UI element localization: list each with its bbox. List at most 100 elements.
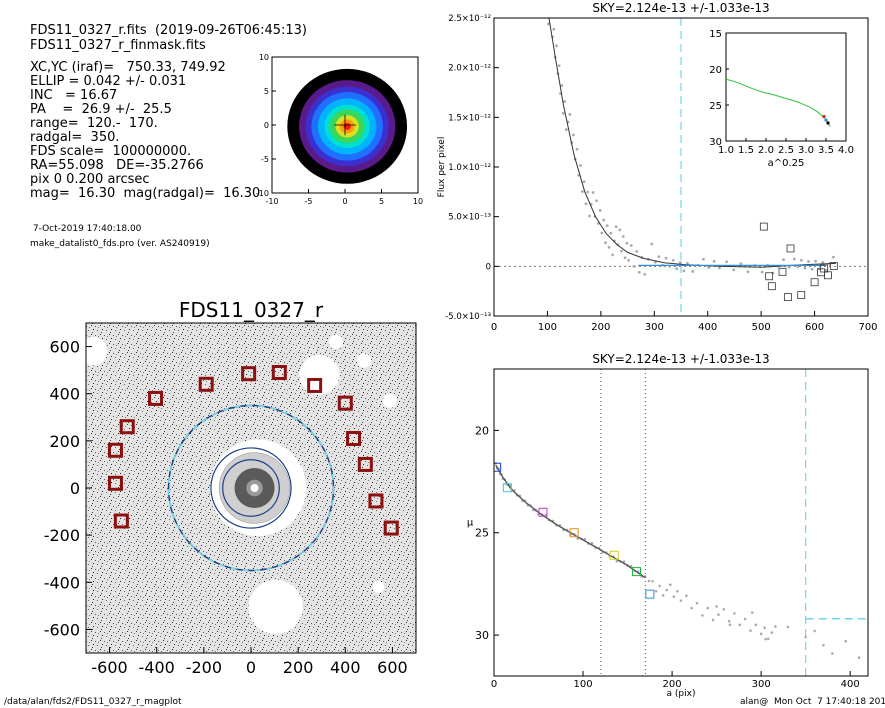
radgal-circle-dashed [167, 404, 335, 572]
flux-point [678, 261, 682, 264]
x-tick-label: 0 [491, 322, 497, 333]
y-tick-label: 200 [49, 432, 80, 451]
flux-point [618, 228, 622, 232]
y-tick-label: 30 [475, 629, 489, 642]
flux-point [691, 270, 695, 273]
x-tick-label: 200 [283, 658, 314, 677]
flux-point [718, 266, 721, 270]
flux-point [650, 242, 654, 246]
flux-ylabel: Flux per pixel [437, 137, 447, 198]
param-pix: pix 0 0.200 arcsec [30, 172, 150, 187]
mu-point [844, 639, 848, 643]
mu-point [651, 579, 654, 583]
flux-point [675, 267, 679, 271]
mu-point [679, 599, 683, 602]
y-tick-label: 20 [475, 424, 489, 437]
sky-box [107, 475, 123, 491]
mu-point [615, 559, 619, 563]
flux-point [598, 208, 602, 212]
y-tick-label: 30 [709, 137, 722, 148]
mu-point [759, 632, 763, 636]
mu-xlabel: a (pix) [667, 689, 696, 699]
masked-region [328, 334, 343, 349]
sky-box-point [824, 271, 832, 280]
x-tick-label: -5 [305, 197, 313, 206]
flux-point [796, 265, 800, 269]
x-tick-label: 100 [574, 679, 593, 690]
mu-point [728, 623, 732, 627]
y-tick-label: 20 [709, 65, 722, 76]
contour-panel: -10 -5 0 5 10 -10 -5 0 5 10 [256, 53, 423, 206]
y-tick-label: 0 [70, 479, 80, 498]
inset-xlabel: a^0.25 [768, 158, 805, 169]
range-circle [222, 459, 280, 517]
flux-point [803, 266, 807, 270]
contour-fills [287, 68, 408, 184]
sky-box [271, 365, 287, 380]
run-date: 7-Oct-2019 17:40:18.00 [30, 224, 142, 234]
flux-profile-line [548, 18, 836, 268]
parameter-list: XC,YC (iraf)= 750.33, 749.92 ELLIP = 0.0… [30, 61, 260, 201]
flux-point [575, 147, 579, 151]
x-tick-label: 400 [841, 679, 860, 690]
flux-point [725, 260, 728, 264]
y-tick-label: 5.0×10⁻¹³ [448, 213, 491, 223]
x-tick-label: 600 [805, 322, 824, 333]
x-tick-label: 200 [663, 679, 682, 690]
inset-panel: 1.0 1.5 2.0 2.5 3.0 3.5 4.0 15 20 25 30 a^0.25 [709, 29, 854, 169]
x-tick-label: -600 [91, 658, 127, 677]
flux-point [664, 256, 668, 260]
inset-frame [725, 32, 847, 142]
flux-point [657, 255, 661, 258]
galaxy-image-panel: FDS11_0327_r -600 -400 -200 0 200 400 600 -600 -4… [44, 298, 417, 677]
y-tick-label: -600 [44, 620, 80, 639]
flux-point [609, 231, 613, 235]
mu-point [658, 584, 661, 588]
sky-box [119, 419, 135, 435]
param-radgal: radgal= 350. [30, 130, 120, 145]
mu-point [672, 595, 676, 598]
flux-point [686, 261, 689, 265]
flux-point [547, 22, 550, 26]
flux-point [557, 64, 561, 68]
mu-point [786, 625, 790, 629]
param-range: range= 120.- 170. [30, 116, 158, 131]
flux-profile-panel: SKY=2.124e-13 +/-1.033e-13 Flux per pixel… [437, 1, 878, 333]
flux-point [732, 268, 736, 272]
y-tick-label: 2.0×10⁻¹² [448, 64, 491, 74]
flux-point [621, 235, 625, 238]
flux-point [560, 84, 564, 87]
inset-profile-line [725, 78, 831, 127]
mu-point [690, 606, 693, 610]
image-content [86, 323, 416, 653]
flux-point [604, 241, 607, 245]
y-tick-label: 25 [709, 101, 722, 112]
sky-box [107, 442, 123, 458]
masked-region [248, 579, 303, 635]
mu-point [706, 606, 710, 610]
flux-point [584, 202, 588, 206]
x-tick-label: 10 [413, 197, 423, 206]
y-tick-label: 0 [486, 262, 491, 272]
x-tick-label: 5 [379, 197, 384, 206]
flux-point [588, 214, 591, 218]
param-pa: PA = 26.9 +/- 25.5 [30, 102, 172, 117]
inset-marker [822, 114, 826, 119]
x-tick-label: -200 [186, 658, 222, 677]
isophote-marker [631, 567, 641, 577]
masked-region [357, 353, 372, 368]
flux-point [782, 258, 785, 262]
flux-point [607, 245, 611, 249]
inset-marker [824, 118, 828, 122]
y-tick-label: 25 [475, 527, 489, 540]
sky-box [307, 377, 323, 393]
sky-box-point [765, 272, 774, 281]
x-tick-label: 0 [246, 658, 256, 677]
footer-user: alan@ Mon Oct 7 17:40:18 2019 [740, 697, 885, 707]
masked-region [86, 337, 108, 366]
x-tick-label: 300 [752, 679, 771, 690]
mu-point [754, 623, 758, 627]
flux-point [555, 44, 558, 48]
x-tick-label: 0 [491, 679, 497, 690]
y-tick-label: 400 [49, 385, 80, 404]
